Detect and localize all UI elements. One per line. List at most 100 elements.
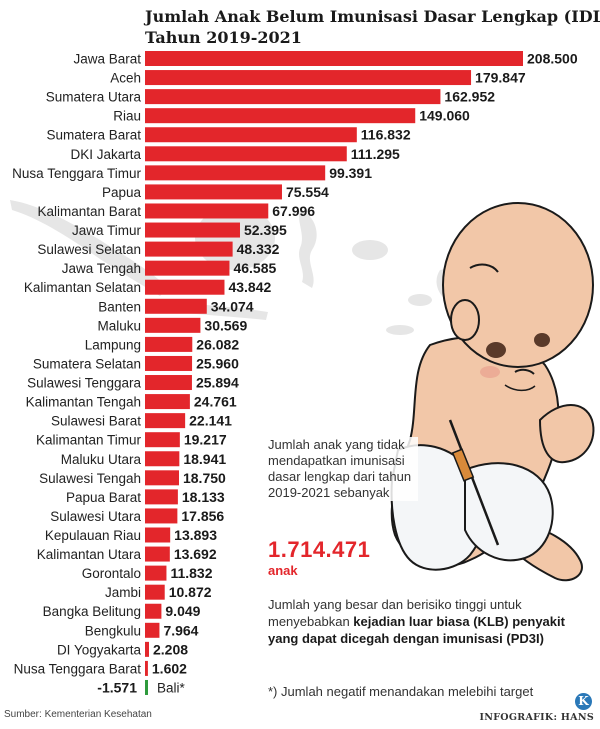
- bar: [145, 451, 180, 467]
- value-label: 48.332: [237, 241, 280, 257]
- category-label: Jawa Barat: [73, 52, 141, 67]
- category-label: Nusa Tenggara Timur: [12, 166, 141, 181]
- value-label: 46.585: [233, 260, 276, 276]
- risk-description-emphasis: kejadian luar biasa (KLB) penyakit yang …: [268, 614, 565, 646]
- title-line-2: Tahun 2019-2021: [145, 28, 302, 47]
- category-label: Sulawesi Utara: [50, 509, 141, 524]
- chart-title: Jumlah Anak Belum Imunisasi Dasar Lengka…: [145, 6, 600, 48]
- bar: [145, 375, 192, 391]
- bar: [145, 527, 171, 543]
- value-label: 43.842: [228, 279, 271, 295]
- value-label: 26.082: [196, 336, 239, 352]
- value-label: 99.391: [329, 165, 372, 181]
- bar: [145, 432, 180, 448]
- category-label: Bengkulu: [85, 623, 141, 638]
- category-label: Jambi: [105, 585, 141, 600]
- value-label: 30.569: [204, 317, 247, 333]
- bar: [145, 241, 233, 257]
- bar: [145, 127, 357, 143]
- value-label: 149.060: [419, 108, 470, 124]
- value-label: 24.761: [194, 394, 237, 410]
- bar: [145, 279, 225, 295]
- bar-chart: Jawa Barat 208.500 Aceh 179.847 Sumatera Uta…: [12, 51, 578, 696]
- category-label: Sulawesi Selatan: [37, 242, 141, 257]
- bar: [145, 108, 416, 124]
- category-label: Kalimantan Tengah: [26, 395, 141, 410]
- total-callout-intro: Jumlah anak yang tidak mendapatkan imuni…: [268, 437, 418, 501]
- bar: [145, 546, 170, 562]
- risk-description-text: Jumlah yang besar dan berisiko tinggi un…: [268, 597, 522, 629]
- value-label: 18.750: [183, 470, 226, 486]
- category-label: Kalimantan Barat: [37, 204, 141, 219]
- bar: [145, 89, 441, 105]
- value-label: 17.856: [181, 508, 224, 524]
- value-label: 11.832: [170, 565, 212, 581]
- bar: [145, 470, 179, 486]
- value-label: 67.996: [272, 203, 315, 219]
- bar: [145, 203, 269, 219]
- category-label: Sumatera Barat: [46, 128, 141, 143]
- category-label: Maluku: [97, 318, 141, 333]
- bar: [145, 394, 190, 410]
- bar: [145, 413, 186, 429]
- value-label: 1.602: [152, 660, 187, 676]
- category-label: Nusa Tenggara Barat: [14, 661, 142, 676]
- baby-vaccination-illustration: [390, 202, 595, 582]
- bar: [145, 660, 148, 676]
- category-label: Maluku Utara: [61, 452, 142, 467]
- bar: [145, 508, 178, 524]
- category-label: Sulawesi Barat: [51, 414, 141, 429]
- bar: [145, 70, 472, 86]
- category-label: Sumatera Selatan: [33, 356, 141, 371]
- bar: [145, 222, 240, 238]
- value-label: 7.964: [163, 622, 198, 638]
- value-label: 9.049: [165, 603, 200, 619]
- bar: [145, 165, 326, 181]
- category-label: Bali*: [157, 680, 186, 695]
- category-label: Papua: [102, 185, 142, 200]
- value-label: 18.133: [182, 489, 225, 505]
- value-label: 10.872: [169, 584, 212, 600]
- bar: [145, 489, 178, 505]
- total-unit: anak: [268, 563, 298, 578]
- infographic-credit: INFOGRAFIK: HANS: [479, 712, 594, 723]
- category-label: Kepulauan Riau: [45, 528, 141, 543]
- bar: [145, 51, 523, 66]
- bar: [145, 641, 150, 657]
- value-label: 18.941: [183, 451, 226, 467]
- value-label: 13.893: [174, 527, 217, 543]
- value-label: 179.847: [475, 70, 526, 86]
- bar: [145, 298, 207, 314]
- category-label: Lampung: [85, 337, 141, 352]
- category-label: DKI Jakarta: [70, 147, 141, 162]
- bar: [145, 336, 193, 352]
- footnote: *) Jumlah negatif menandakan melebihi ta…: [268, 684, 534, 699]
- category-label: Sumatera Utara: [46, 90, 142, 105]
- risk-description: Jumlah yang besar dan berisiko tinggi un…: [268, 596, 593, 647]
- value-label: 116.832: [361, 127, 411, 143]
- kompas-logo-icon: K: [575, 693, 592, 710]
- bar: [145, 622, 160, 638]
- category-label: DI Yogyakarta: [57, 642, 142, 657]
- value-label: 25.960: [196, 355, 239, 371]
- bar: [145, 603, 162, 619]
- category-label: Sulawesi Tenggara: [27, 376, 141, 391]
- category-label: Papua Barat: [66, 490, 141, 505]
- title-line-1: Jumlah Anak Belum Imunisasi Dasar Lengka…: [145, 7, 600, 26]
- category-label: Jawa Timur: [72, 223, 142, 238]
- value-label: 52.395: [244, 222, 287, 238]
- category-label: Jawa Tengah: [62, 261, 141, 276]
- value-label: 25.894: [196, 375, 239, 391]
- value-label: 111.295: [351, 146, 400, 162]
- value-label: 2.208: [153, 641, 188, 657]
- category-label: Kalimantan Utara: [37, 547, 142, 562]
- value-label: 162.952: [444, 89, 495, 105]
- value-label: -1.571: [97, 679, 137, 695]
- bar: [145, 355, 193, 371]
- category-label: Aceh: [110, 71, 141, 86]
- category-label: Gorontalo: [82, 566, 141, 581]
- value-label: 208.500: [527, 51, 578, 67]
- bar: [145, 565, 167, 581]
- category-label: Bangka Belitung: [43, 604, 141, 619]
